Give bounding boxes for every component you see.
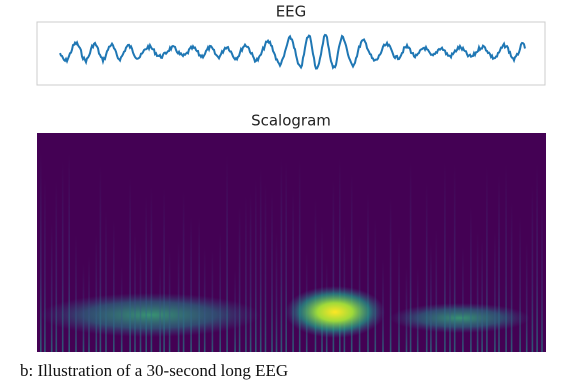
streak xyxy=(129,177,131,352)
streak xyxy=(350,173,353,352)
streak xyxy=(99,165,102,352)
streak xyxy=(481,237,483,352)
streak xyxy=(163,187,165,352)
streak xyxy=(389,197,392,352)
streak xyxy=(444,161,446,352)
streak xyxy=(182,191,185,352)
streak xyxy=(409,161,412,352)
streak xyxy=(525,241,528,352)
streak xyxy=(255,179,257,352)
streak xyxy=(145,196,147,352)
streak xyxy=(430,244,432,352)
caption: b: Illustration of a 30-second long EEG xyxy=(20,361,288,380)
streak xyxy=(367,192,369,352)
streak xyxy=(234,269,236,352)
streak xyxy=(416,267,419,352)
streak xyxy=(280,158,283,352)
streak xyxy=(61,161,64,352)
streak xyxy=(245,195,247,352)
streak xyxy=(425,181,428,352)
panel-title: Scalogram xyxy=(251,112,331,130)
scalogram xyxy=(37,133,546,352)
streak xyxy=(50,223,53,352)
streak xyxy=(275,232,278,352)
streak xyxy=(453,164,456,352)
energy-peak xyxy=(285,286,385,338)
streak xyxy=(120,266,123,352)
streak xyxy=(398,237,400,352)
streak xyxy=(40,151,42,352)
streak xyxy=(105,210,107,352)
streak xyxy=(405,267,408,352)
streak xyxy=(476,231,479,352)
streak xyxy=(498,174,500,352)
streak xyxy=(139,245,142,352)
streak xyxy=(82,263,85,352)
streak xyxy=(505,164,507,352)
streak xyxy=(536,164,538,352)
streak xyxy=(88,256,90,352)
streak xyxy=(211,250,214,352)
streak xyxy=(271,190,273,352)
streak xyxy=(113,219,115,352)
streak xyxy=(531,185,534,352)
streak xyxy=(44,177,46,352)
streak xyxy=(150,187,153,352)
streak xyxy=(68,153,70,352)
streak xyxy=(75,234,77,352)
streak xyxy=(510,201,513,352)
streak xyxy=(519,216,521,352)
streak xyxy=(339,158,341,352)
eeg-frame xyxy=(36,21,546,86)
streak xyxy=(198,217,200,352)
streak xyxy=(470,206,472,352)
streak xyxy=(435,229,438,352)
eeg-trace xyxy=(59,33,526,70)
streak xyxy=(159,264,161,352)
streak xyxy=(462,247,464,352)
streak xyxy=(494,230,496,352)
streak xyxy=(285,161,287,352)
panel-title: EEG xyxy=(276,3,307,21)
streak xyxy=(292,189,294,352)
streak xyxy=(374,219,377,352)
streak xyxy=(486,166,488,352)
streak xyxy=(332,179,335,352)
streak xyxy=(168,249,171,352)
streak xyxy=(314,198,317,352)
streak xyxy=(219,232,221,352)
streak xyxy=(203,247,206,352)
streak xyxy=(298,159,301,352)
streak xyxy=(259,167,262,352)
streak xyxy=(134,230,136,352)
streak xyxy=(226,155,228,352)
streak xyxy=(541,197,543,352)
streak xyxy=(449,246,451,352)
streak xyxy=(190,217,192,352)
streak xyxy=(177,241,180,352)
streak xyxy=(264,183,267,352)
streak xyxy=(238,206,241,352)
streak xyxy=(55,180,58,352)
streak xyxy=(95,234,98,352)
streak xyxy=(249,193,252,352)
